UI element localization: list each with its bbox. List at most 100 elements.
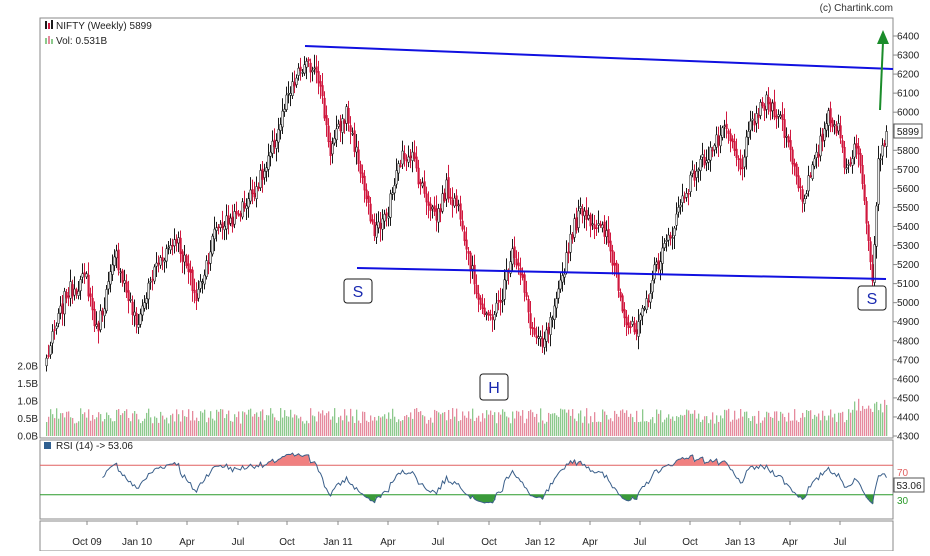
volume-bar — [658, 414, 659, 436]
y-tick-label: 4500 — [897, 393, 920, 404]
volume-bar — [464, 416, 465, 436]
volume-bar — [584, 416, 585, 436]
volume-bar — [738, 418, 739, 436]
volume-bar — [402, 420, 403, 436]
y-tick-label: 5000 — [897, 298, 920, 309]
volume-bar — [364, 412, 365, 436]
y-tick-label: 4400 — [897, 412, 920, 423]
volume-bar — [468, 411, 469, 436]
volume-bar — [710, 420, 711, 436]
volume-bar — [466, 418, 467, 436]
volume-bar — [804, 417, 805, 436]
volume-bar — [596, 422, 597, 436]
volume-bar — [594, 412, 595, 436]
volume-bar — [446, 420, 447, 436]
volume-bar — [288, 417, 289, 436]
volume-bar — [278, 421, 279, 436]
volume-bar — [798, 422, 799, 436]
volume-bar — [340, 416, 341, 436]
volume-bar — [496, 423, 497, 436]
volume-bar — [814, 415, 815, 436]
volume-bar — [436, 411, 437, 436]
volume-bar — [846, 420, 847, 436]
volume-bar — [368, 422, 369, 436]
volume-bar — [194, 420, 195, 436]
volume-bar — [698, 414, 699, 436]
volume-bar — [472, 409, 473, 436]
volume-label: Vol: 0.531B — [56, 36, 107, 47]
volume-bar — [878, 410, 879, 436]
volume-bar — [800, 418, 801, 436]
volume-bar — [324, 415, 325, 436]
volume-bar — [876, 402, 877, 436]
volume-bar — [622, 409, 623, 436]
volume-bar — [788, 413, 789, 436]
volume-bar — [208, 418, 209, 436]
volume-bar — [672, 417, 673, 436]
volume-bar — [872, 412, 873, 436]
volume-bar — [802, 413, 803, 436]
volume-bar — [438, 412, 439, 436]
volume-bar — [388, 412, 389, 436]
x-tick-label: Apr — [782, 537, 798, 548]
volume-bar — [348, 422, 349, 436]
volume-bar — [332, 416, 333, 436]
y-tick-label: 6400 — [897, 32, 920, 43]
volume-bar — [96, 417, 97, 436]
volume-bar — [88, 409, 89, 436]
volume-bar — [150, 417, 151, 436]
volume-bar — [510, 423, 511, 436]
volume-bar — [678, 417, 679, 436]
volume-bar — [142, 421, 143, 436]
volume-bar — [110, 418, 111, 436]
volume-bar — [600, 422, 601, 436]
volume-bar — [378, 416, 379, 436]
volume-bar — [78, 421, 79, 436]
volume-bar — [718, 422, 719, 436]
volume-tick-label: 0.5B — [17, 414, 38, 425]
volume-bar — [164, 419, 165, 436]
volume-bar — [790, 421, 791, 436]
volume-bar — [742, 417, 743, 436]
volume-bar — [158, 423, 159, 436]
x-tick-label: Oct 09 — [72, 537, 102, 548]
volume-bar — [624, 413, 625, 436]
volume-bar — [462, 411, 463, 436]
volume-bar — [188, 409, 189, 436]
volume-bar — [702, 420, 703, 436]
volume-bar — [726, 410, 727, 436]
volume-bar — [120, 415, 121, 436]
volume-bar — [246, 415, 247, 436]
volume-bar — [352, 416, 353, 436]
volume-bar — [286, 416, 287, 436]
volume-bar — [824, 416, 825, 436]
y-tick-label: 4900 — [897, 317, 920, 328]
volume-bar — [64, 417, 65, 436]
volume-bar — [210, 411, 211, 436]
volume-bar — [66, 412, 67, 436]
volume-bar — [838, 413, 839, 436]
rsi-upper-level-label: 70 — [897, 468, 909, 479]
volume-bar — [458, 421, 459, 436]
volume-bar — [478, 416, 479, 436]
volume-bar — [106, 413, 107, 436]
volume-bar — [650, 419, 651, 436]
volume-bar — [870, 409, 871, 436]
volume-bar — [126, 409, 127, 436]
rsi-lower-level-label: 30 — [897, 496, 909, 507]
volume-bar — [398, 419, 399, 436]
volume-bar — [766, 412, 767, 436]
volume-bar — [62, 413, 63, 436]
x-tick-label: Jan 11 — [323, 537, 353, 548]
volume-bar — [396, 422, 397, 436]
volume-bar — [350, 409, 351, 436]
volume-bar — [346, 415, 347, 436]
x-tick-label: Jul — [232, 537, 245, 548]
volume-bar — [330, 420, 331, 436]
volume-bar — [602, 409, 603, 436]
volume-bar — [592, 422, 593, 436]
volume-bar — [154, 416, 155, 436]
volume-bar — [760, 423, 761, 436]
volume-bar — [502, 409, 503, 436]
